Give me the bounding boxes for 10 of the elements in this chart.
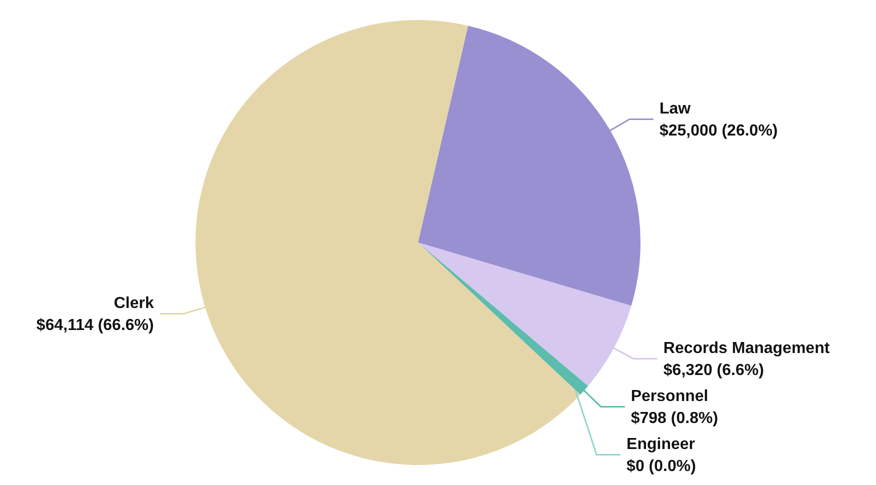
slice-label: Law — [659, 100, 692, 118]
data-label: $6,320 (6.6%) — [663, 362, 764, 380]
slice-label: Clerk — [114, 295, 154, 312]
text: $0 (0.0%) — [626, 458, 696, 476]
slice-label: Personnel — [630, 388, 708, 406]
data-label: $25,000 (26.0%) — [659, 122, 778, 140]
slice-label: Records Management — [663, 340, 830, 358]
data-label: $64,114 (66.6%) — [36, 317, 154, 334]
category-label: Engineer — [626, 436, 696, 454]
data-label: $798 (0.8%) — [630, 410, 718, 428]
